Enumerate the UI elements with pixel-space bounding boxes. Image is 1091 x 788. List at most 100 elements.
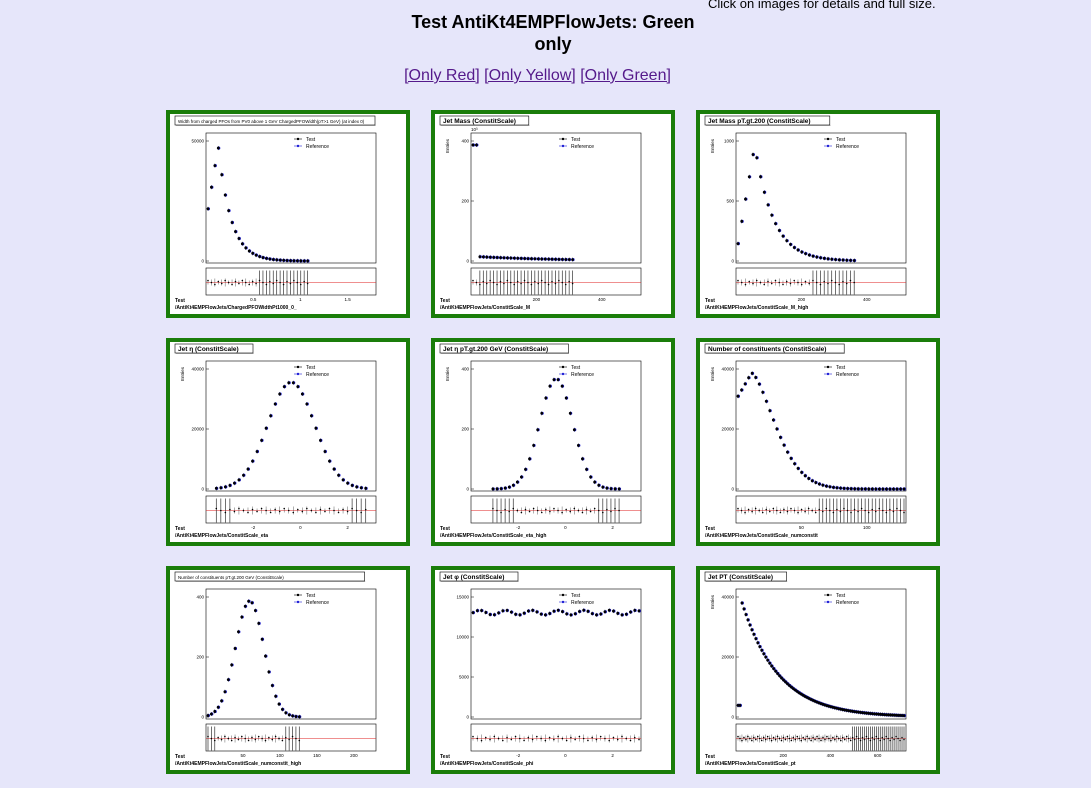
x-tick-label: 100 — [863, 525, 871, 530]
test-point — [346, 481, 349, 485]
test-point — [502, 256, 506, 260]
test-point — [748, 623, 752, 627]
test-point — [585, 467, 588, 471]
test-point — [599, 612, 603, 616]
test-point — [867, 487, 871, 491]
test-point — [605, 486, 609, 490]
test-point — [213, 710, 217, 713]
y-tick-label: 0 — [466, 487, 469, 492]
test-point — [253, 609, 257, 612]
plot-thumbnail[interactable]: Width from charged PFOs from PV0 above 1… — [166, 110, 410, 318]
y-tick-label: 0 — [201, 715, 204, 720]
test-point — [774, 669, 777, 673]
test-point — [540, 411, 544, 415]
test-point — [826, 257, 830, 261]
histogram-path: /AntiKt4EMPFlowJets/ConstitScale_eta_hig… — [440, 533, 546, 539]
test-point — [789, 456, 793, 460]
test-point — [766, 658, 770, 662]
y-tick-label: 0 — [731, 259, 734, 264]
plot-thumbnail[interactable]: Jet η (ConstitScale) Entries 40000 20000 0 Te… — [166, 338, 410, 546]
histogram-plot: Jet Mass (ConstitScale) Entries 10³ 400 200 0… — [439, 115, 642, 311]
test-point — [552, 378, 556, 382]
test-point — [230, 663, 234, 667]
test-point — [209, 712, 213, 716]
test-point — [902, 714, 906, 717]
only-red-link[interactable]: [Only Red] — [404, 67, 480, 84]
plot-thumbnail[interactable]: Jet Mass pT.gt.200 (ConstitScale) Entries… — [696, 110, 940, 318]
test-point — [800, 250, 804, 254]
y-tick-label: 0 — [201, 487, 204, 492]
test-point — [573, 612, 577, 616]
test-point — [629, 610, 632, 614]
sample-label: Test — [175, 754, 185, 760]
test-point — [247, 249, 251, 253]
test-point — [804, 252, 807, 256]
test-point — [892, 487, 895, 491]
main-pad — [735, 132, 907, 264]
y-tick-label: 50000 — [191, 139, 204, 144]
test-point — [233, 481, 236, 485]
test-point — [273, 402, 277, 406]
test-point — [284, 711, 288, 715]
y-axis-label: Entries — [710, 366, 715, 381]
test-point — [484, 611, 488, 614]
plot-thumbnail[interactable]: Jet Mass (ConstitScale) Entries 10³ 400 200 0… — [431, 110, 675, 318]
y-tick-label: 200 — [196, 655, 204, 660]
test-point — [620, 613, 624, 617]
test-point — [890, 713, 894, 717]
plot-thumbnail[interactable]: Number of constituents (ConstitScale) Ent… — [696, 338, 940, 546]
test-point — [244, 246, 248, 250]
test-point — [528, 457, 531, 461]
histogram-path: /AntiKt4EMPFlowJets/ConstitScale_numcons… — [705, 533, 818, 539]
test-point — [738, 704, 742, 707]
ratio-pad — [735, 495, 907, 524]
test-point — [518, 613, 522, 617]
test-point — [852, 259, 856, 262]
test-point — [305, 402, 309, 406]
test-point — [295, 259, 299, 263]
test-point — [507, 485, 511, 489]
test-point — [246, 467, 250, 471]
x-tick-label: 0 — [564, 525, 567, 530]
test-point — [543, 257, 547, 261]
test-point — [756, 641, 760, 645]
histogram-plot: Number of constituents (ConstitScale) Ent… — [704, 343, 907, 539]
test-point — [778, 435, 782, 439]
legend-reference: Reference — [571, 600, 594, 606]
test-point — [900, 714, 904, 717]
test-point — [786, 682, 789, 686]
test-point — [210, 185, 213, 189]
test-point — [481, 255, 485, 259]
histogram-plot: Number of constituents pT.gt.200 GeV (Co… — [174, 571, 377, 767]
plot-thumbnail[interactable]: Jet φ (ConstitScale) 15000 10000 5000 0 Test R… — [431, 566, 675, 774]
test-point — [532, 444, 536, 447]
test-point — [213, 164, 217, 167]
test-point — [226, 678, 230, 682]
plot-thumbnail[interactable]: Number of constituents pT.gt.200 GeV (Co… — [166, 566, 410, 774]
main-pad — [205, 132, 377, 264]
plot-title: Number of constituents (ConstitScale) — [708, 346, 826, 353]
sample-label: Test — [440, 754, 450, 760]
test-point — [888, 713, 892, 717]
test-point — [223, 690, 227, 694]
y-axis-label: Entries — [445, 138, 450, 153]
test-point — [616, 611, 620, 615]
plot-thumbnail[interactable]: Jet PT (ConstitScale) Entries 40000 20000 0 T… — [696, 566, 940, 774]
test-point — [237, 630, 240, 634]
ratio-pad — [205, 267, 377, 296]
y-tick-label: 400 — [461, 367, 469, 372]
test-point — [278, 258, 282, 262]
instructions-text: Click on images for details and full siz… — [708, 0, 936, 11]
test-point — [560, 384, 564, 388]
test-point — [242, 473, 245, 477]
histogram-path: /AntiKt4EMPFlowJets/ConstitScale_numcons… — [175, 761, 301, 767]
plot-thumbnail[interactable]: Jet η pT.gt.200 GeV (ConstitScale) Entrie… — [431, 338, 675, 546]
only-green-link[interactable]: [Only Green] — [580, 67, 671, 84]
test-point — [277, 702, 281, 706]
test-point — [888, 487, 892, 491]
main-pad — [205, 588, 377, 720]
test-point — [774, 222, 777, 226]
only-yellow-link[interactable]: [Only Yellow] — [484, 67, 576, 84]
test-point — [835, 486, 839, 490]
test-point — [216, 705, 220, 709]
